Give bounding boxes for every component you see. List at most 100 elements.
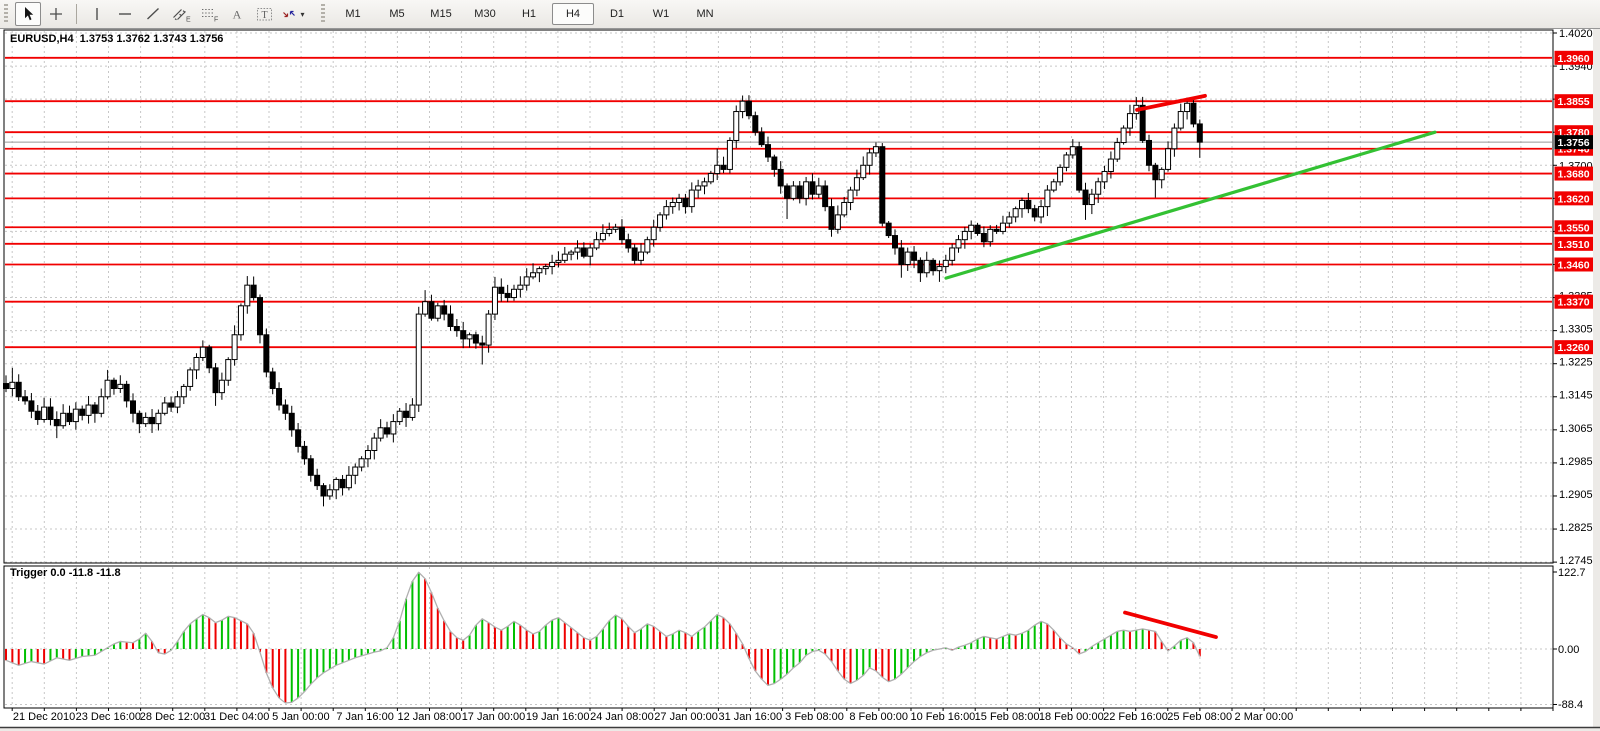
timeframes-group: M1 M5 M15 M30 H1 H4 D1 W1 MN <box>331 3 727 25</box>
dropdown-caret-icon[interactable]: ▾ <box>300 9 305 19</box>
price-tick-label: 1.2905 <box>1559 489 1593 501</box>
price-level-badge <box>1554 220 1593 235</box>
tool-text-label-button[interactable]: T <box>252 2 278 26</box>
indicator-panel-frame <box>3 565 1554 709</box>
indicator-label: Trigger 0.0 -11.8 -11.8 <box>10 567 121 579</box>
tool-horizontal-line-button[interactable] <box>112 2 138 26</box>
price-tick-label: 1.2985 <box>1559 456 1593 468</box>
price-level-badge <box>1554 340 1593 355</box>
price-level-badge <box>1554 50 1593 65</box>
price-level-badge-label: 1.3680 <box>1558 169 1590 181</box>
indicator-tick-label: 0.00 <box>1558 644 1579 656</box>
price-level-badge <box>1554 94 1593 109</box>
price-tick-label: 1.2825 <box>1559 522 1593 534</box>
tool-equidistant-channel-button[interactable]: E <box>168 2 194 26</box>
price-level-badge-label: 1.3550 <box>1558 222 1590 234</box>
price-level-badge <box>1554 191 1593 206</box>
indicator-tick-label: -88.4 <box>1558 699 1583 711</box>
timeframe-m1-button[interactable]: M1 <box>345 8 361 20</box>
price-tick-label: 1.2745 <box>1559 555 1593 567</box>
price-level-badge-label: 1.3510 <box>1558 239 1590 251</box>
price-level-badge-label: 1.3960 <box>1558 53 1590 65</box>
tool-fibonacci-retracement-button[interactable]: F <box>196 2 222 26</box>
date-tick-label: 3 Feb 08:00 <box>785 711 844 723</box>
date-tick-label: 7 Jan 16:00 <box>336 711 394 723</box>
cursor-icon <box>20 6 36 22</box>
timeframe-m15-button[interactable]: M15 <box>430 8 452 20</box>
price-level-badge <box>1554 166 1593 181</box>
date-tick-label: 15 Feb 08:00 <box>975 711 1040 723</box>
date-tick-label: 2 Mar 00:00 <box>1235 711 1294 723</box>
date-tick-label: 28 Dec 12:00 <box>140 711 205 723</box>
price-level-badge <box>1554 294 1593 309</box>
date-tick-label: 24 Jan 08:00 <box>590 711 654 723</box>
main-chart-frame <box>3 29 1554 564</box>
equidistant-channel-icon: E <box>172 6 191 22</box>
text-label-icon: T <box>256 6 274 22</box>
date-tick-label: 23 Dec 16:00 <box>76 711 141 723</box>
window-bottom-edge <box>0 728 1600 731</box>
date-tick-label: 21 Dec 2010 <box>13 711 75 723</box>
horizontal-line-icon <box>117 6 133 22</box>
date-tick-label: 31 Jan 16:00 <box>718 711 782 723</box>
indicator-tick-label: 122.7 <box>1558 567 1586 579</box>
date-tick-label: 12 Jan 08:00 <box>397 711 461 723</box>
tool-crosshair-button[interactable] <box>43 2 69 26</box>
red-indicator-divergence-trendline[interactable] <box>1123 610 1218 639</box>
price-level-badge-label: 1.3370 <box>1558 297 1590 309</box>
date-tick-label: 19 Jan 16:00 <box>526 711 590 723</box>
toolbar: E F A T ▾ M1 M5 M15 M30 H1 H4 D1 W1 MN <box>0 0 1600 29</box>
toolbar-grip[interactable] <box>4 4 8 24</box>
green-support-trendline[interactable] <box>944 130 1437 280</box>
chart-ohlc-title: EURUSD,H4 1.3753 1.3762 1.3743 1.3756 <box>10 33 224 45</box>
tool-vertical-line-button[interactable] <box>84 2 110 26</box>
date-tick-label: 5 Jan 00:00 <box>272 711 330 723</box>
candlesticks <box>3 95 1203 507</box>
timeframe-h4-button[interactable]: H4 <box>552 3 594 25</box>
timeframe-m30-button[interactable]: M30 <box>474 8 496 20</box>
date-tick-label: 27 Jan 00:00 <box>654 711 718 723</box>
date-tick-label: 18 Feb 00:00 <box>1039 711 1104 723</box>
price-tick-label: 1.3305 <box>1559 324 1593 336</box>
tool-cursor-button[interactable] <box>15 2 41 26</box>
indicator-envelope <box>5 571 1201 704</box>
current-price-badge <box>1554 135 1593 150</box>
toolbar-separator <box>76 4 77 24</box>
price-level-badge <box>1554 236 1593 251</box>
price-tick-label: 1.3065 <box>1559 423 1593 435</box>
drawing-tools-group: E F A T ▾ <box>14 2 307 26</box>
tool-trendline-button[interactable] <box>140 2 166 26</box>
svg-text:E: E <box>186 17 191 23</box>
date-tick-label: 31 Dec 04:00 <box>204 711 269 723</box>
trendline-icon <box>145 6 161 22</box>
price-level-badge-label: 1.3260 <box>1558 342 1590 354</box>
tool-arrows-button[interactable]: ▾ <box>280 2 306 26</box>
price-level-badge-label: 1.3855 <box>1558 96 1590 108</box>
window-right-edge <box>1593 29 1600 731</box>
price-axis[interactable]: 1.40201.39401.37001.33851.33051.32251.31… <box>1553 28 1593 711</box>
tool-text-button[interactable]: A <box>224 2 250 26</box>
price-tick-label: 1.3225 <box>1559 357 1593 369</box>
price-level-badge-label: 1.3620 <box>1558 193 1590 205</box>
date-tick-label: 8 Feb 00:00 <box>849 711 908 723</box>
text-icon: A <box>229 6 245 22</box>
red-resistance-trendline[interactable] <box>1135 93 1207 112</box>
svg-text:T: T <box>261 10 267 21</box>
fibonacci-retracement-icon: F <box>200 6 219 22</box>
timeframes-grip[interactable] <box>321 4 325 24</box>
price-level-badge-label: 1.3460 <box>1558 259 1590 271</box>
vertical-line-icon <box>89 6 105 22</box>
date-tick-label: 17 Jan 00:00 <box>462 711 526 723</box>
price-tick-label: 1.3145 <box>1559 390 1593 402</box>
timeframe-d1-button[interactable]: D1 <box>609 8 625 20</box>
current-price-badge-label: 1.3756 <box>1558 137 1590 149</box>
timeframe-m5-button[interactable]: M5 <box>389 8 405 20</box>
date-tick-label: 10 Feb 16:00 <box>910 711 975 723</box>
grid <box>5 31 1554 705</box>
svg-text:A: A <box>233 8 242 22</box>
timeframe-w1-button[interactable]: W1 <box>652 8 670 20</box>
timeframe-h1-button[interactable]: H1 <box>521 8 537 20</box>
timeframe-mn-button[interactable]: MN <box>696 8 714 20</box>
